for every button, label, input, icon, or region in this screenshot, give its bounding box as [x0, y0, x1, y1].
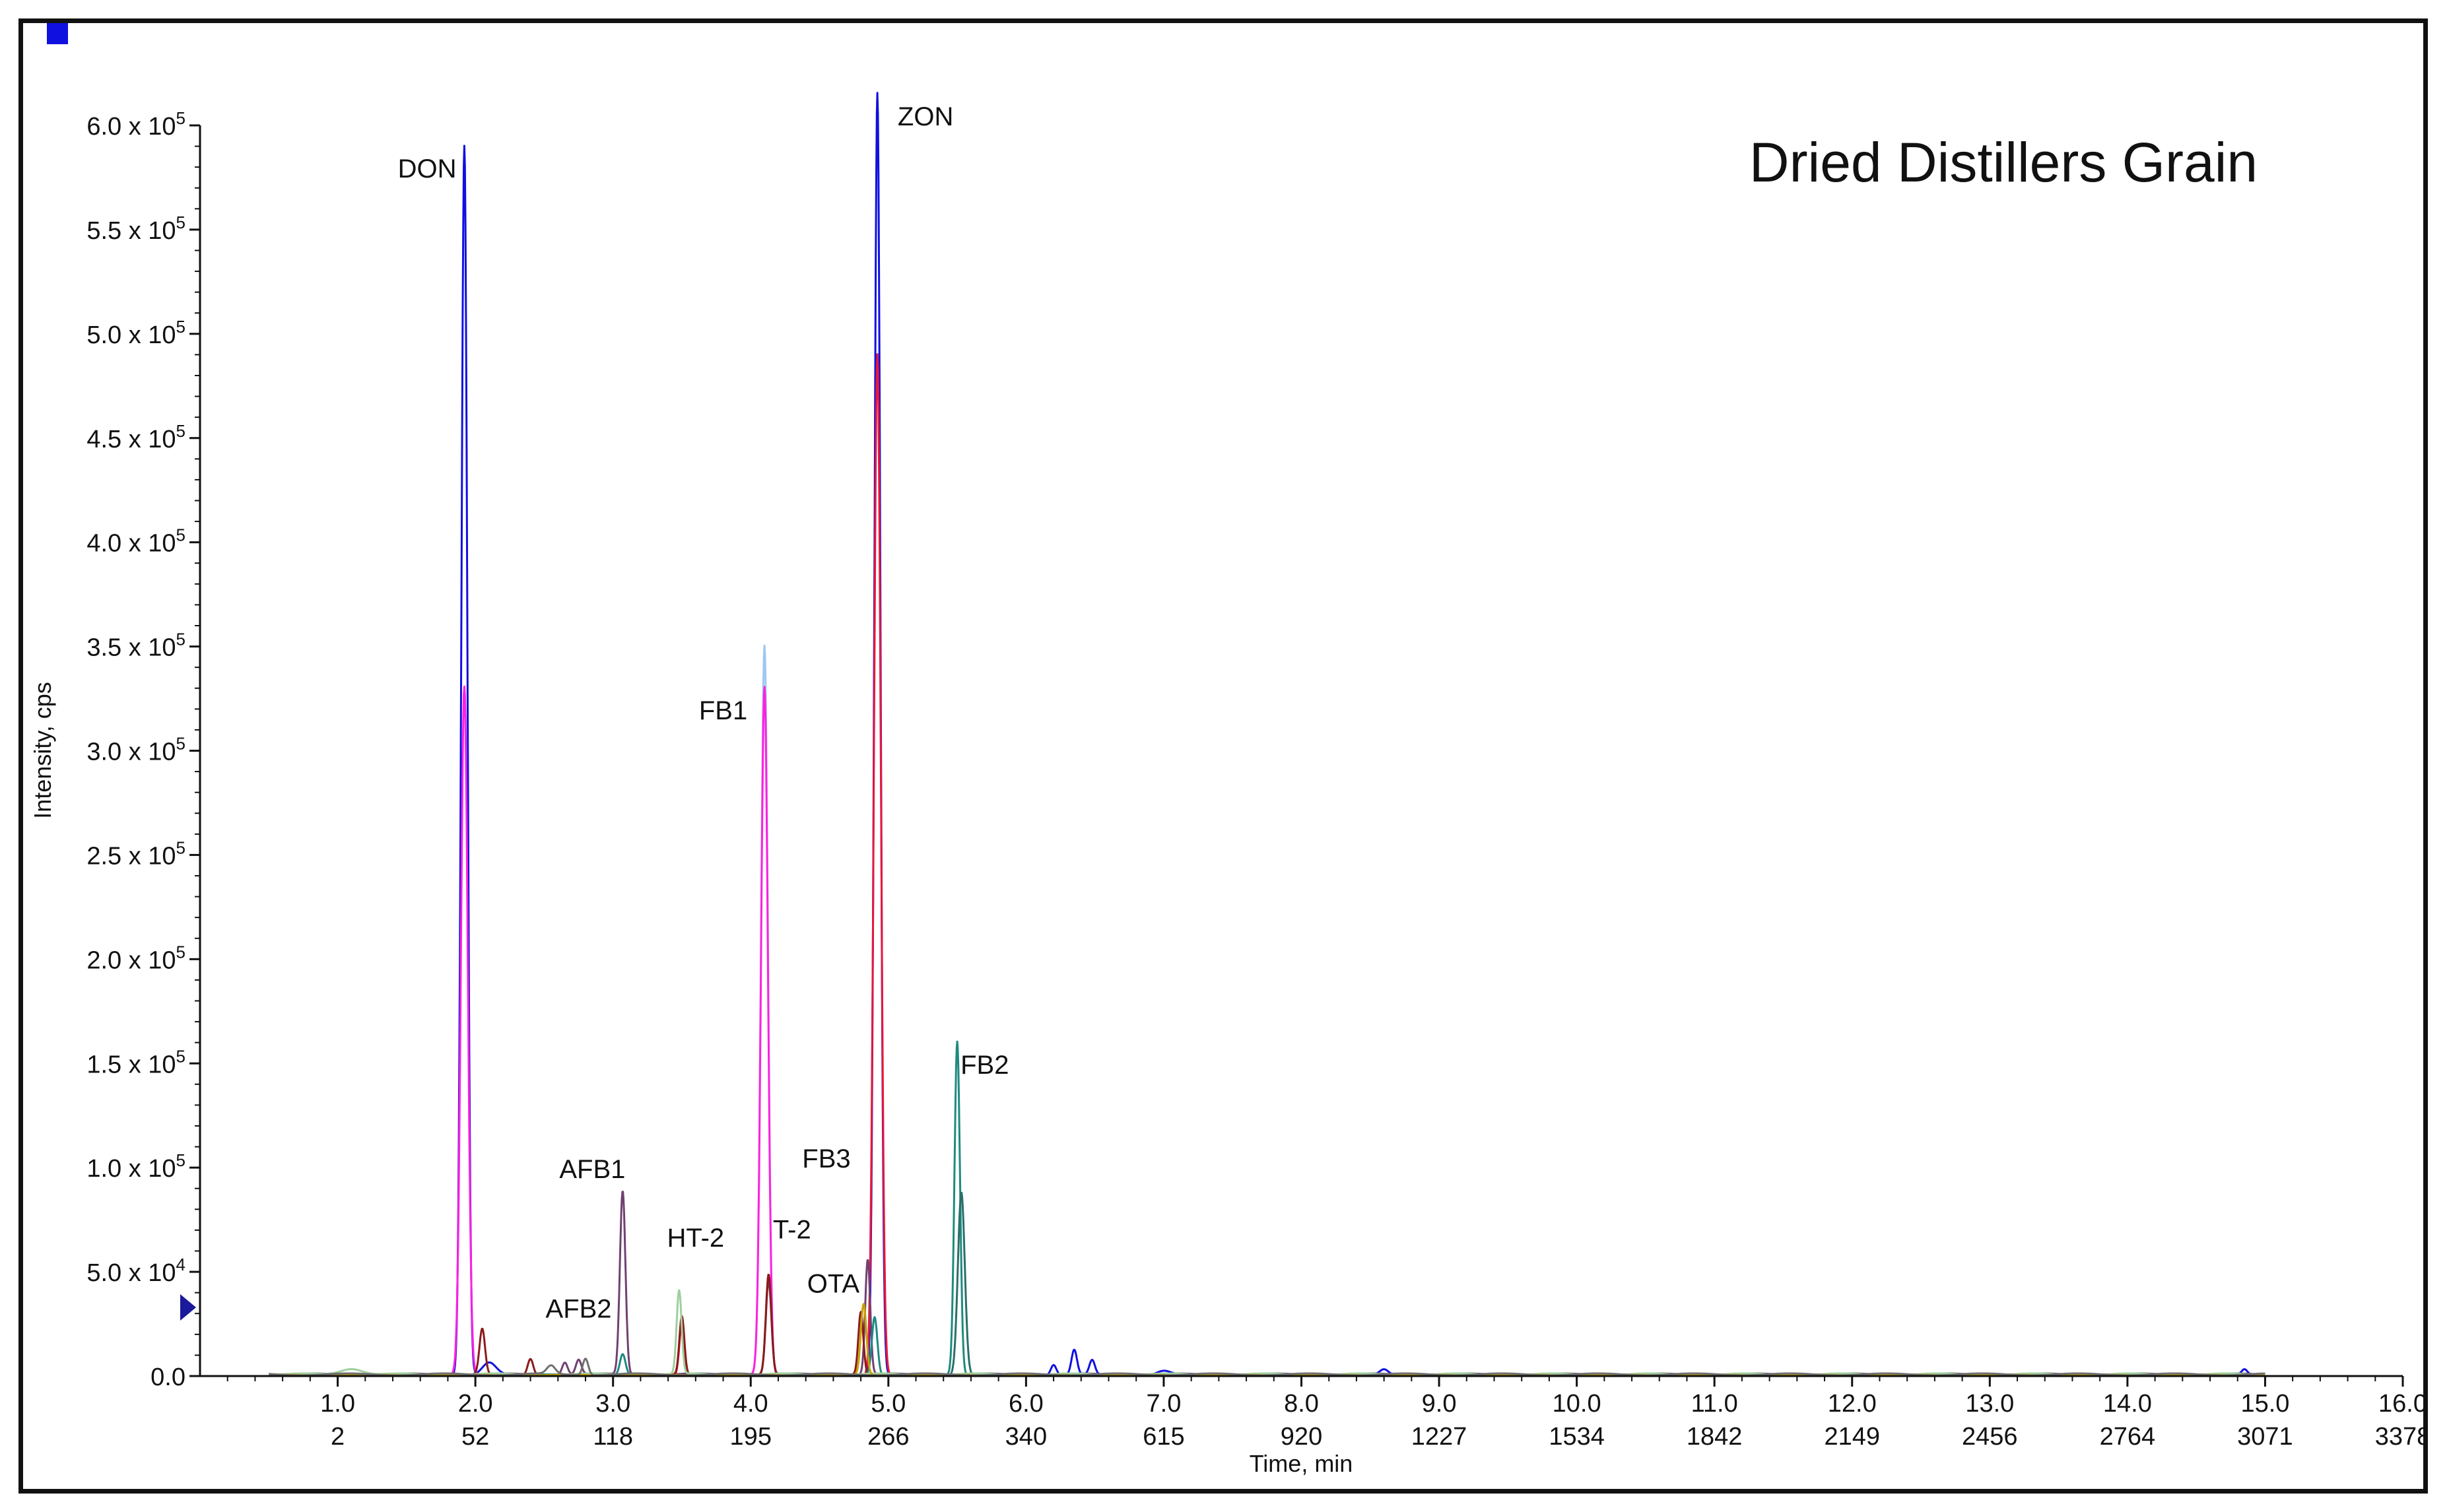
y-tick-mantissa: 1.5 x 10 [86, 1051, 176, 1078]
x-tick-scan-label: 1842 [1687, 1423, 1743, 1451]
x-tick-label: 11.0 [1691, 1390, 1738, 1418]
x-tick-scan-label: 118 [593, 1423, 633, 1451]
y-tick-mantissa: 3.0 x 10 [86, 739, 176, 766]
x-tick-label: 9.0 [1422, 1390, 1457, 1418]
y-tick-label: 1.0 x 105 [86, 1150, 185, 1183]
peak-label-fb3: FB3 [802, 1144, 850, 1173]
peak-label-ht-2: HT-2 [667, 1224, 724, 1253]
x-tick-scan-label: 195 [730, 1423, 772, 1451]
x-tick-scan-label: 52 [461, 1423, 489, 1451]
peak-label-fb1: FB1 [699, 696, 747, 725]
x-tick-scan-label: 1227 [1411, 1423, 1467, 1451]
peak-label-afb1: AFB1 [559, 1155, 625, 1184]
x-tick-label: 12.0 [1828, 1390, 1877, 1418]
y-tick-exponent: 5 [176, 734, 185, 754]
y-tick-label: 2.0 x 105 [86, 942, 185, 974]
x-tick-scan-label: 1534 [1549, 1423, 1605, 1451]
peak-label-zon: ZON [898, 102, 953, 131]
y-tick-mantissa: 4.0 x 10 [86, 530, 176, 558]
peak-label-t-2: T-2 [773, 1216, 811, 1245]
x-tick-label: 14.0 [2103, 1390, 2152, 1418]
x-tick-label: 8.0 [1284, 1390, 1319, 1418]
y-tick-mantissa: 6.0 x 10 [86, 113, 176, 141]
peak-label-fb2: FB2 [960, 1051, 1009, 1080]
y-tick-exponent: 5 [176, 942, 185, 962]
y-tick-label: 4.0 x 105 [86, 525, 185, 558]
y-tick-label: 1.5 x 105 [86, 1046, 185, 1078]
y-tick-exponent: 5 [176, 421, 185, 441]
y-tick-label: 5.5 x 105 [86, 213, 185, 245]
x-tick-label: 5.0 [871, 1390, 906, 1418]
y-tick-label: 0.0 [151, 1364, 185, 1391]
x-tick-label: 3.0 [595, 1390, 630, 1418]
x-tick-label: 6.0 [1009, 1390, 1044, 1418]
y-tick-mantissa: 2.5 x 10 [86, 842, 176, 870]
x-tick-label: 1.0 [320, 1390, 355, 1418]
x-axis-ticks: 1.0 2 2.0 52 3.0 118 4.0 195 5.0 266 6.0 340 7.0 615 8… [226, 1376, 2423, 1451]
y-tick-mantissa: 4.5 x 10 [86, 426, 176, 453]
chromatogram-trace [268, 685, 2266, 1377]
y-tick-exponent: 5 [176, 1150, 185, 1170]
peak-label-afb2: AFB2 [546, 1295, 612, 1324]
chromatogram-trace [268, 1040, 2266, 1377]
x-tick-scan-label: 2 [331, 1423, 345, 1451]
x-tick-label: 15.0 [2240, 1390, 2289, 1418]
y-axis-label: Intensity, cps [29, 682, 56, 818]
y-tick-mantissa: 3.5 x 10 [86, 634, 176, 662]
y-tick-exponent: 5 [176, 317, 185, 337]
y-tick-mantissa: 2.0 x 10 [86, 946, 176, 974]
x-tick-label: 10.0 [1553, 1390, 1601, 1418]
x-tick-scan-label: 920 [1281, 1423, 1322, 1451]
x-tick-label: 13.0 [1965, 1390, 2014, 1418]
y-tick-exponent: 5 [176, 630, 185, 649]
x-tick-scan-label: 2456 [1962, 1423, 2018, 1451]
x-tick-scan-label: 2764 [2100, 1423, 2156, 1451]
y-tick-label: 6.0 x 105 [86, 108, 185, 141]
x-tick-label: 2.0 [458, 1390, 493, 1418]
chromatogram-trace [268, 1289, 2266, 1377]
peak-annotations: DON ZON FB1 FB2 FB3 AFB1 AFB2 HT-2 T-2 OTA [398, 102, 1009, 1324]
chromatogram-trace [268, 1191, 2266, 1377]
y-tick-exponent: 4 [176, 1255, 185, 1274]
chart-frame: 0.0 5.0 x 104 1.0 x 105 1.5 x 105 2.0 x 105 2… [18, 18, 2428, 1494]
y-tick-label: 3.0 x 105 [86, 734, 185, 766]
x-tick-scan-label: 266 [867, 1423, 909, 1451]
x-tick-scan-label: 340 [1005, 1423, 1047, 1451]
y-tick-exponent: 5 [176, 108, 185, 128]
chromatogram-trace [268, 1274, 2266, 1377]
y-tick-exponent: 5 [176, 213, 185, 232]
y-tick-label: 4.5 x 105 [86, 421, 185, 453]
y-axis-marker-icon[interactable] [180, 1294, 196, 1321]
y-tick-exponent: 5 [176, 1046, 185, 1066]
peak-label-don: DON [398, 154, 457, 183]
x-tick-label: 16.0 [2378, 1390, 2423, 1418]
y-tick-mantissa: 5.0 x 10 [86, 321, 176, 349]
chart-title: Dried Distillers Grain [1749, 131, 2258, 193]
peak-label-ota: OTA [807, 1270, 860, 1299]
y-tick-exponent: 5 [176, 838, 185, 857]
y-tick-exponent: 5 [176, 525, 185, 545]
y-tick-mantissa: 5.0 x 10 [86, 1259, 176, 1287]
y-tick-mantissa: 5.5 x 10 [86, 217, 176, 245]
y-tick-label: 5.0 x 104 [86, 1255, 185, 1287]
x-tick-label: 4.0 [733, 1390, 768, 1418]
y-tick-label: 5.0 x 105 [86, 317, 185, 349]
x-axis-label: Time, min [1250, 1450, 1353, 1477]
chromatogram-trace [268, 644, 2266, 1377]
chromatogram-trace [268, 353, 2266, 1377]
x-tick-scan-label: 3071 [2237, 1423, 2293, 1451]
x-tick-label: 7.0 [1147, 1390, 1182, 1418]
y-tick-label: 3.5 x 105 [86, 630, 185, 662]
x-tick-scan-label: 2149 [1824, 1423, 1880, 1451]
y-tick-mantissa: 0.0 [151, 1364, 185, 1391]
chromatogram-trace [268, 1191, 2266, 1377]
x-tick-scan-label: 615 [1143, 1423, 1184, 1451]
x-tick-scan-label: 3378 [2375, 1423, 2423, 1451]
corner-marker-icon[interactable] [47, 23, 68, 44]
y-tick-label: 2.5 x 105 [86, 838, 185, 870]
y-tick-mantissa: 1.0 x 10 [86, 1155, 176, 1183]
